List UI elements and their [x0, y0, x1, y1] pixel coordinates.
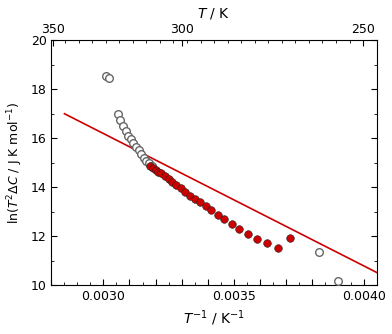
Y-axis label: ln($T^{2}\Delta C$ / J K mol$^{-1}$): ln($T^{2}\Delta C$ / J K mol$^{-1}$): [5, 102, 25, 224]
X-axis label: $T^{-1}$ / K$^{-1}$: $T^{-1}$ / K$^{-1}$: [183, 309, 245, 328]
X-axis label: $T$ / K: $T$ / K: [198, 6, 231, 21]
